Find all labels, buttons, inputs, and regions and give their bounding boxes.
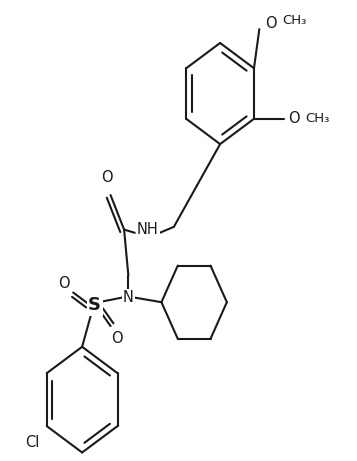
Text: O: O	[101, 170, 113, 185]
Text: Cl: Cl	[25, 435, 40, 449]
Text: CH₃: CH₃	[282, 14, 307, 27]
Text: O: O	[59, 276, 70, 291]
Text: NH: NH	[137, 222, 159, 237]
Text: S: S	[88, 296, 101, 314]
Text: O: O	[265, 16, 277, 31]
Text: CH₃: CH₃	[305, 112, 329, 125]
Text: O: O	[288, 111, 300, 126]
Text: O: O	[111, 331, 123, 346]
Text: N: N	[123, 290, 134, 305]
